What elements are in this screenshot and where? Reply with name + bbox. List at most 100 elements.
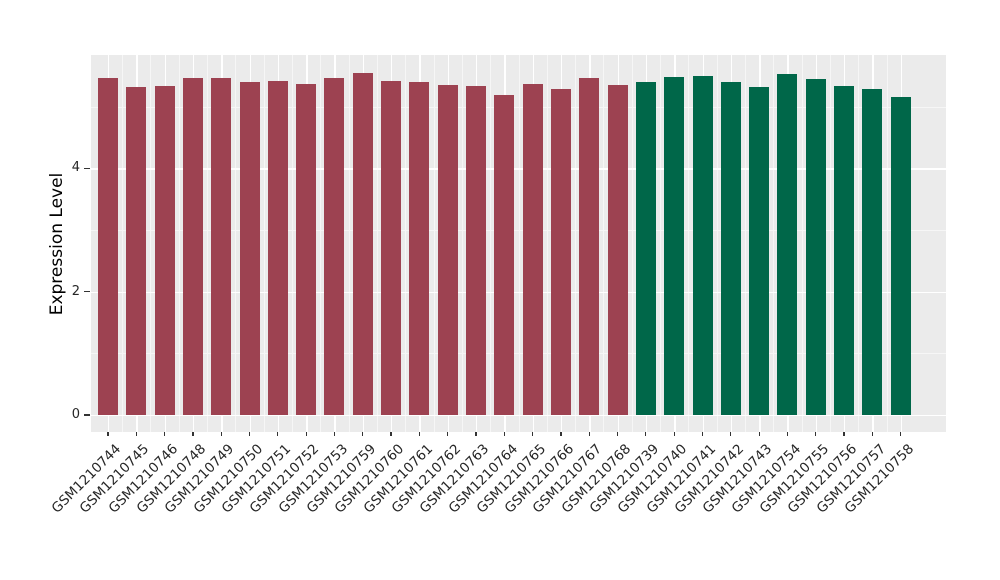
x-gridline-minor [603,55,605,432]
bar-GSM1210755 [805,79,826,415]
x-tick-mark [815,432,817,436]
bar-GSM1210763 [466,86,487,415]
x-tick-mark [277,432,279,436]
x-tick-mark [588,432,590,436]
x-gridline-minor [178,55,180,432]
x-tick-mark [786,432,789,436]
x-gridline-minor [376,55,378,432]
x-tick-mark [701,432,704,436]
bar-GSM1210753 [324,77,345,415]
x-tick-mark [390,432,392,436]
bar-GSM1210746 [154,85,175,415]
bar-GSM1210768 [607,84,628,415]
x-gridline-minor [348,55,350,432]
bar-GSM1210742 [720,82,741,415]
x-tick-mark [107,432,109,436]
bar-GSM1210758 [890,97,911,415]
bar-GSM1210756 [834,85,855,415]
y-tick-label: 0 [71,407,80,422]
x-gridline-minor [660,55,662,432]
y-tick-mark [84,414,90,416]
bar-GSM1210757 [862,88,883,415]
x-gridline-minor [292,55,293,432]
x-tick-mark [164,432,166,436]
x-gridline-minor [773,55,775,432]
plot-panel [91,55,946,432]
bar-GSM1210765 [522,83,543,415]
bar-GSM1210741 [692,75,713,415]
x-gridline-minor [490,55,492,432]
x-gridline-minor [716,55,718,432]
x-gridline-minor [461,55,463,432]
x-tick-mark [248,432,251,436]
x-gridline-minor [122,55,124,432]
x-gridline-minor [207,55,209,432]
x-tick-mark [900,432,902,436]
x-tick-mark [532,432,534,436]
bar-GSM1210749 [211,78,232,415]
bar-GSM1210743 [749,86,770,415]
x-gridline-minor [744,55,746,432]
bar-GSM1210766 [550,88,571,415]
x-tick-mark [673,432,675,436]
y-tick-mark [84,167,90,169]
bar-GSM1210760 [381,80,402,415]
x-gridline-minor [320,55,322,432]
y-tick-mark [84,291,90,293]
x-tick-mark [447,432,449,436]
y-gridline-major [91,291,946,293]
x-tick-mark [220,432,222,436]
bar-GSM1210745 [126,86,147,415]
x-tick-mark [475,432,477,436]
x-tick-mark [135,432,137,436]
bar-GSM1210764 [494,94,515,415]
x-gridline-minor [546,55,548,432]
bar-GSM1210759 [352,73,373,415]
x-gridline-minor [150,55,152,432]
x-tick-mark [843,432,845,436]
x-tick-mark [503,432,505,436]
x-tick-mark [616,432,619,436]
bar-GSM1210752 [296,83,317,415]
x-gridline-minor [433,55,435,432]
x-tick-mark [418,432,420,436]
y-tick-label: 4 [71,160,80,176]
x-tick-mark [730,432,732,436]
x-tick-mark [192,432,194,436]
y-tick-label: 2 [71,283,80,299]
x-tick-mark [560,432,562,436]
bar-GSM1210762 [437,84,458,415]
bar-GSM1210761 [409,81,430,415]
y-gridline-minor [91,106,946,108]
x-tick-mark [871,432,873,436]
x-gridline-minor [858,55,860,432]
x-gridline-minor [688,55,690,432]
bar-GSM1210739 [635,81,656,415]
y-gridline-major [91,415,946,417]
x-gridline-minor [575,55,577,432]
x-gridline-minor [886,55,888,432]
x-gridline-minor [518,55,520,432]
x-gridline-minor [405,55,407,432]
y-gridline-minor [91,353,946,355]
x-gridline-minor [263,55,265,432]
y-gridline-major [91,168,946,170]
bar-GSM1210740 [664,76,685,415]
y-gridline-minor [91,229,946,231]
x-tick-mark [758,432,760,436]
x-tick-mark [362,432,364,436]
bar-GSM1210744 [97,78,118,415]
bar-GSM1210748 [182,78,203,415]
x-gridline-minor [631,55,633,432]
x-tick-mark [305,432,307,436]
bar-GSM1210751 [267,80,288,415]
bar-GSM1210767 [579,78,600,415]
x-gridline-minor [801,55,803,432]
bar-GSM1210750 [239,81,260,415]
x-tick-mark [645,432,647,436]
x-gridline-minor [235,55,237,432]
bar-GSM1210754 [777,73,798,415]
x-tick-mark [333,432,336,436]
x-gridline-minor [829,55,831,432]
